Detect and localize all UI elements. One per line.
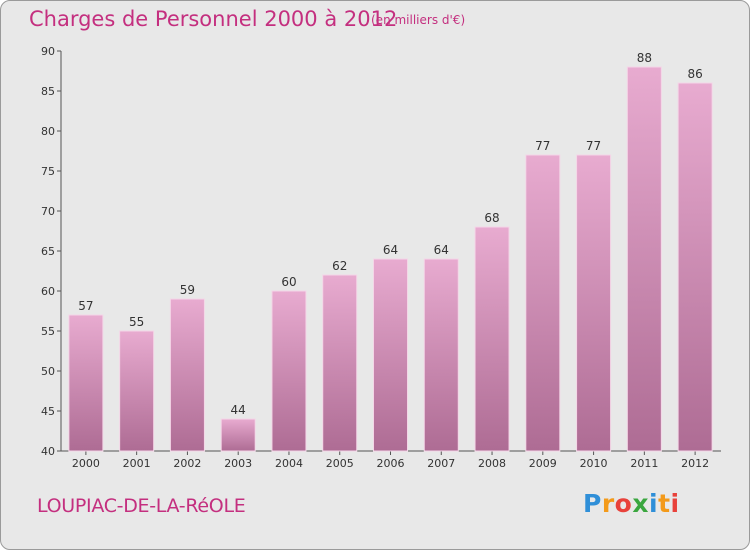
x-tick-label: 2005 — [326, 457, 354, 470]
x-tick-label: 2009 — [529, 457, 557, 470]
x-tick-label: 2007 — [427, 457, 455, 470]
x-tick-label: 2003 — [224, 457, 252, 470]
y-tick-label: 85 — [41, 85, 55, 98]
bar-value-label: 77 — [586, 139, 601, 153]
bar-value-label: 55 — [129, 315, 144, 329]
x-tick-label: 2001 — [123, 457, 151, 470]
y-tick-label: 75 — [41, 165, 55, 178]
x-tick-label: 2006 — [377, 457, 405, 470]
bars: 57 55 59 44 60 62 64 64 68 77 77 88 86 — [68, 51, 713, 452]
bar-value-label: 64 — [434, 243, 449, 257]
x-tick-label: 2000 — [72, 457, 100, 470]
y-tick-label: 55 — [41, 325, 55, 338]
y-tick-label: 90 — [41, 45, 55, 58]
axes: 40 45 50 55 60 65 70 75 80 85 90 2000 2001 2002 2003 20… — [41, 45, 721, 470]
bar-2002 — [169, 298, 205, 452]
y-tick-label: 70 — [41, 205, 55, 218]
x-tick-label: 2002 — [173, 457, 201, 470]
bar-value-label: 57 — [78, 299, 93, 313]
bar-2000 — [68, 314, 104, 452]
bar-2008 — [474, 226, 510, 452]
bar-value-label: 68 — [484, 211, 499, 225]
x-tick-label: 2010 — [580, 457, 608, 470]
logo-letter: o — [614, 489, 633, 518]
y-tick-label: 80 — [41, 125, 55, 138]
logo-letter: i — [670, 489, 680, 518]
x-tick-label: 2008 — [478, 457, 506, 470]
chart-subtitle: (en milliers d'€) — [371, 13, 466, 27]
proxiti-logo: Proxiti — [583, 489, 680, 518]
bar-value-label: 64 — [383, 243, 398, 257]
bar-2011 — [626, 66, 662, 452]
chart-title: Charges de Personnel 2000 à 2012 — [29, 7, 398, 31]
bar-2009 — [525, 154, 561, 452]
bar-2006 — [373, 258, 408, 452]
bar-value-label: 86 — [687, 67, 702, 81]
bar-value-label: 59 — [180, 283, 195, 297]
bar-2005 — [322, 274, 358, 452]
y-tick-label: 65 — [41, 245, 55, 258]
logo-letter: x — [632, 489, 649, 518]
bar-2004 — [271, 290, 307, 452]
bar-2007 — [423, 258, 459, 452]
bar-2010 — [576, 154, 612, 452]
bar-value-label: 77 — [535, 139, 550, 153]
y-tick-label: 50 — [41, 365, 55, 378]
bar-value-label: 60 — [281, 275, 296, 289]
bar-2001 — [119, 330, 155, 452]
bar-value-label: 62 — [332, 259, 347, 273]
bar-value-label: 88 — [637, 51, 652, 65]
logo-letter: r — [601, 489, 615, 518]
logo-letter: i — [649, 489, 659, 518]
y-tick-label: 60 — [41, 285, 55, 298]
logo-letter: P — [583, 489, 602, 518]
bar-2003 — [220, 418, 256, 452]
y-tick-label: 45 — [41, 405, 55, 418]
y-tick-label: 40 — [41, 445, 55, 458]
x-tick-label: 2012 — [681, 457, 709, 470]
x-tick-label: 2004 — [275, 457, 303, 470]
bar-2012 — [677, 82, 713, 452]
x-tick-label: 2011 — [630, 457, 658, 470]
commune-name: LOUPIAC-DE-LA-RéOLE — [37, 495, 246, 517]
logo-letter: t — [658, 489, 671, 518]
bar-value-label: 44 — [231, 403, 246, 417]
